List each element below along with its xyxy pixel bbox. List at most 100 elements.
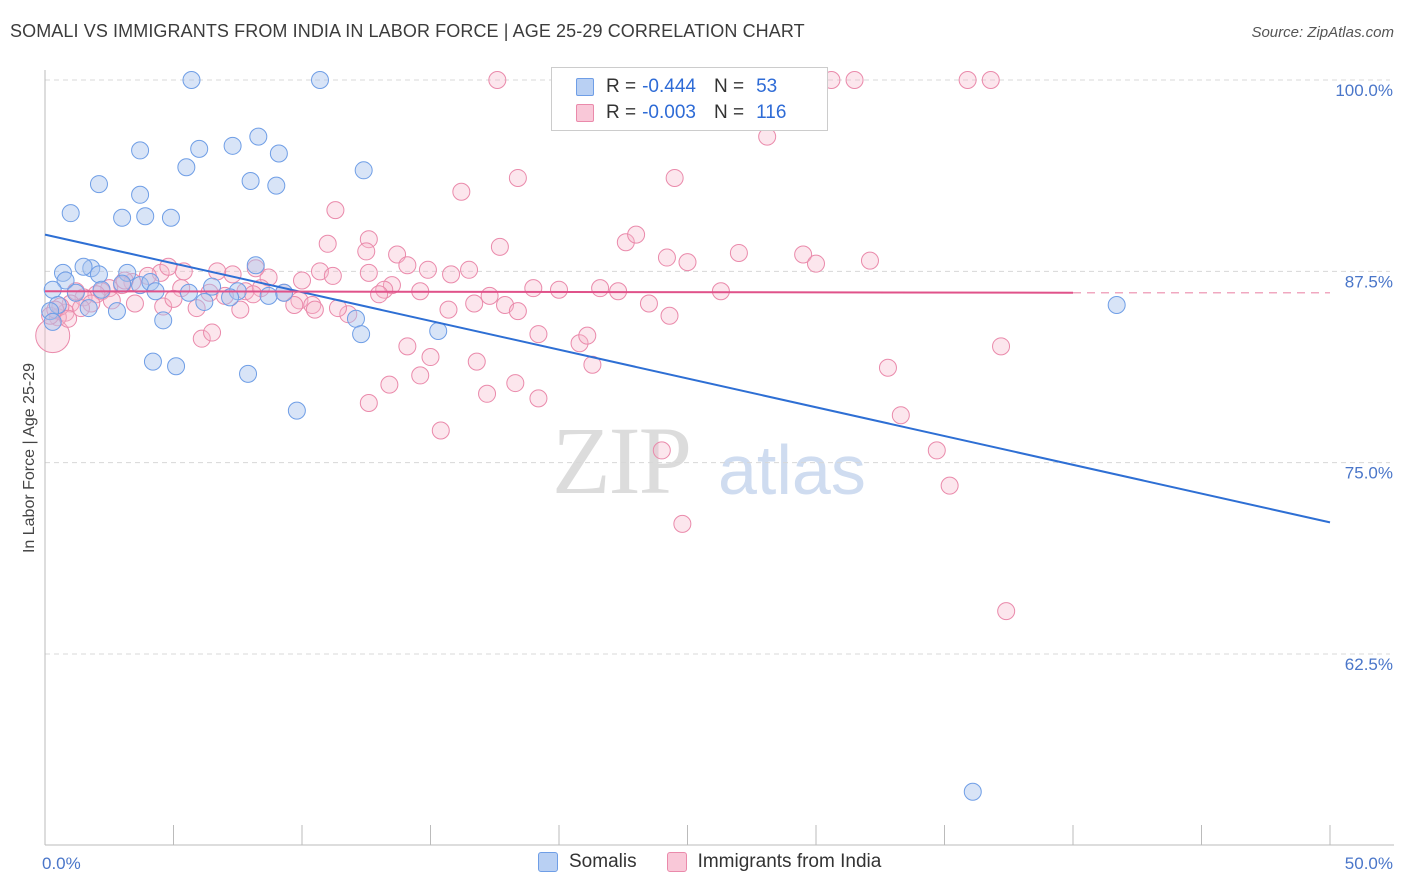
grid-lines bbox=[45, 79, 1390, 655]
somali-point bbox=[43, 280, 62, 299]
india-point bbox=[478, 384, 497, 403]
somali-point bbox=[167, 357, 186, 376]
y-axis-label: In Labor Force | Age 25-29 bbox=[21, 363, 38, 553]
legend-label-somalis: Somalis bbox=[569, 851, 637, 872]
somali-point bbox=[249, 127, 268, 146]
legend-n-label: N = bbox=[713, 102, 745, 123]
india-point bbox=[380, 375, 399, 394]
india-point bbox=[439, 300, 458, 319]
india-point bbox=[488, 71, 507, 89]
india-point bbox=[550, 280, 568, 299]
legend-r-value: -0.003 bbox=[642, 102, 696, 123]
india-point bbox=[467, 352, 486, 371]
legend-n-value: 116 bbox=[756, 102, 787, 123]
india-point bbox=[61, 294, 80, 313]
india-point bbox=[460, 260, 479, 279]
india-point bbox=[673, 514, 692, 533]
somali-point bbox=[61, 204, 80, 223]
somali-point bbox=[246, 256, 265, 275]
india-point bbox=[506, 374, 525, 393]
somali-point bbox=[41, 302, 60, 321]
india-point bbox=[398, 337, 417, 356]
india-point bbox=[958, 71, 977, 89]
legend-r-label: R = bbox=[606, 76, 637, 97]
legend-swatch-india bbox=[576, 104, 594, 122]
somali-point bbox=[131, 185, 150, 204]
india-point bbox=[639, 294, 658, 313]
india-point bbox=[729, 243, 748, 262]
somali-point bbox=[346, 309, 365, 328]
somali-point bbox=[74, 257, 93, 276]
legend-swatch-india bbox=[666, 852, 687, 872]
somali-point bbox=[107, 302, 126, 321]
india-point bbox=[678, 253, 697, 272]
india-point bbox=[570, 334, 589, 353]
india-point bbox=[524, 279, 543, 298]
somali-point bbox=[131, 276, 150, 295]
somali-point bbox=[56, 271, 75, 290]
india-point bbox=[627, 225, 646, 244]
india-point bbox=[35, 318, 71, 354]
india-point bbox=[154, 297, 173, 316]
somali-point bbox=[352, 325, 371, 344]
somali-point bbox=[203, 277, 222, 296]
somali-point bbox=[89, 175, 108, 194]
somali-point bbox=[136, 207, 155, 226]
india-trend-line bbox=[44, 290, 1074, 294]
india-point bbox=[231, 300, 250, 319]
india-point bbox=[981, 71, 1000, 89]
india-point bbox=[860, 251, 879, 270]
x-tick-label: 50.0% bbox=[1345, 854, 1393, 873]
somali-point bbox=[143, 352, 162, 371]
legend-item-india[interactable]: Immigrants from India bbox=[666, 851, 881, 873]
axes bbox=[44, 70, 1394, 846]
watermark-zip: ZIP bbox=[552, 407, 692, 514]
legend-item-somalis[interactable]: Somalis bbox=[538, 851, 637, 873]
somali-point bbox=[239, 364, 258, 383]
y-tick-label: 62.5% bbox=[1345, 655, 1393, 674]
somali-point bbox=[241, 172, 260, 191]
legend-r-label: R = bbox=[606, 102, 637, 123]
somali-trend-line bbox=[44, 233, 1331, 524]
india-point bbox=[323, 266, 342, 285]
somali-point bbox=[79, 299, 98, 318]
india-point bbox=[82, 294, 101, 313]
legend-n-label: N = bbox=[713, 76, 745, 97]
india-point bbox=[490, 237, 509, 256]
y-tick-label: 100.0% bbox=[1335, 81, 1393, 100]
somali-point bbox=[195, 292, 214, 311]
somali-point bbox=[113, 208, 132, 227]
india-point bbox=[465, 294, 484, 313]
india-point bbox=[665, 168, 684, 187]
somali-point bbox=[118, 263, 137, 282]
india-point bbox=[578, 326, 597, 345]
tick-labels: 62.5% 75.0% 87.5% 100.0% 0.0% 50.0% bbox=[42, 81, 1393, 873]
somali-point bbox=[177, 158, 196, 177]
india-point bbox=[652, 441, 671, 460]
y-tick-label: 87.5% bbox=[1345, 272, 1393, 291]
india-point bbox=[359, 263, 378, 282]
india-point bbox=[59, 309, 78, 328]
somali-point bbox=[161, 208, 180, 227]
india-point bbox=[398, 256, 417, 275]
somali-point bbox=[131, 141, 150, 160]
watermark-atlas: atlas bbox=[718, 431, 866, 509]
india-point bbox=[285, 296, 304, 315]
somali-point bbox=[154, 311, 173, 330]
india-point bbox=[303, 296, 322, 315]
somali-point bbox=[269, 144, 288, 163]
somali-point bbox=[223, 136, 242, 155]
somali-point bbox=[963, 782, 982, 801]
india-point bbox=[442, 265, 461, 284]
legend-r-value: -0.444 bbox=[642, 76, 696, 97]
legend-n-value: 53 bbox=[756, 76, 778, 97]
somali-point bbox=[354, 161, 373, 180]
india-point bbox=[359, 393, 378, 412]
india-point bbox=[318, 234, 337, 253]
somali-point bbox=[429, 322, 448, 341]
india-point bbox=[164, 289, 183, 308]
india-point bbox=[293, 271, 311, 290]
source-label: Source: ZipAtlas.com bbox=[1251, 24, 1394, 41]
india-points bbox=[35, 71, 1016, 621]
